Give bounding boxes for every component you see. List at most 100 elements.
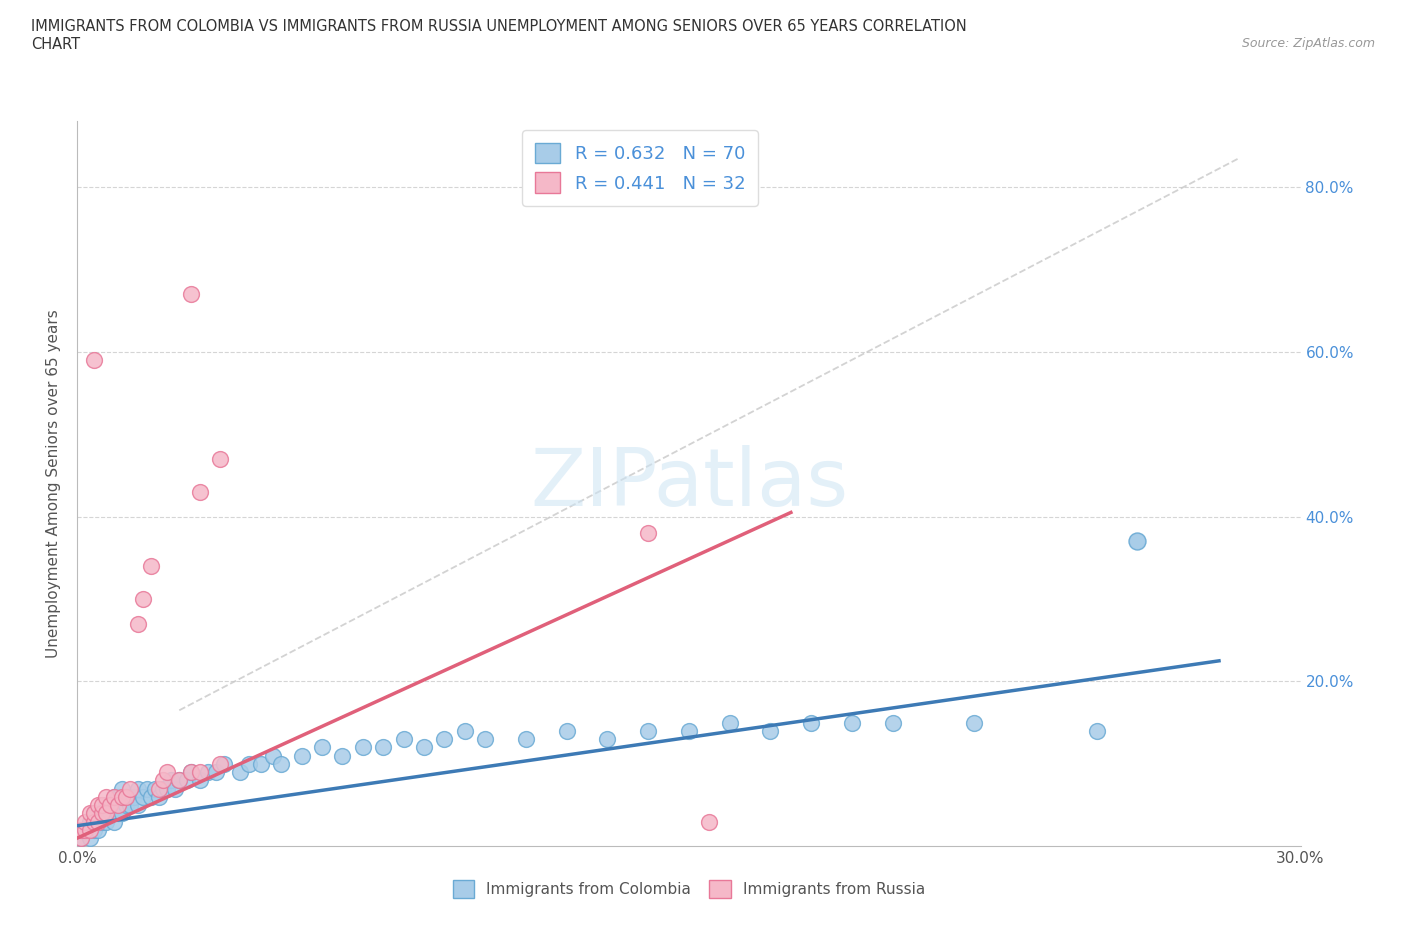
Point (454, 724, 477, 738)
Point (555, 724, 578, 738)
Text: CHART: CHART (31, 37, 80, 52)
Point (111, 781, 134, 796)
Point (98, 798, 121, 813)
Point (139, 559, 162, 574)
Point (124, 790, 146, 804)
Point (83, 822, 105, 837)
Point (180, 764, 202, 779)
Text: Source: ZipAtlas.com: Source: ZipAtlas.com (1241, 37, 1375, 50)
Point (70, 830, 93, 845)
Point (90, 814, 112, 829)
Point (637, 724, 659, 738)
Point (79, 814, 101, 829)
Point (143, 781, 166, 796)
Point (128, 617, 150, 631)
Point (79, 806, 101, 821)
Point (90, 806, 112, 821)
Point (131, 591, 153, 606)
Point (678, 724, 700, 738)
Point (332, 748, 354, 763)
Point (90, 806, 112, 821)
Point (270, 756, 292, 771)
Point (515, 732, 537, 747)
Point (87, 814, 110, 829)
Y-axis label: Unemployment Among Seniors over 65 years: Unemployment Among Seniors over 65 years (46, 309, 62, 658)
Point (103, 790, 125, 804)
Point (474, 732, 496, 747)
Point (165, 781, 187, 796)
Point (596, 732, 619, 747)
Point (291, 748, 314, 763)
Point (120, 798, 142, 813)
Point (107, 790, 129, 804)
Point (1126, 534, 1149, 549)
Point (83, 814, 105, 829)
Point (841, 715, 863, 730)
Point (176, 773, 198, 788)
Point (83, 806, 105, 821)
Point (111, 806, 134, 821)
Point (120, 781, 142, 796)
Point (371, 740, 394, 755)
Point (759, 724, 782, 738)
Point (699, 814, 721, 829)
Point (107, 798, 129, 813)
Point (131, 790, 153, 804)
Point (111, 790, 134, 804)
Point (352, 740, 374, 755)
Point (180, 286, 202, 301)
Point (70, 822, 93, 837)
Point (963, 715, 986, 730)
Point (188, 773, 211, 788)
Point (135, 781, 157, 796)
Point (75, 814, 97, 829)
Point (212, 756, 235, 771)
Legend: Immigrants from Colombia, Immigrants from Russia: Immigrants from Colombia, Immigrants fro… (447, 874, 931, 904)
Point (262, 748, 284, 763)
Point (87, 814, 110, 829)
Point (311, 740, 333, 755)
Point (205, 764, 228, 779)
Point (98, 798, 121, 813)
Point (94, 798, 117, 813)
Point (882, 715, 904, 730)
Point (1126, 534, 1149, 549)
Point (87, 822, 110, 837)
Point (209, 451, 232, 466)
Point (148, 781, 170, 796)
Point (238, 756, 260, 771)
Point (718, 715, 741, 730)
Point (115, 790, 138, 804)
Text: ZIPatlas: ZIPatlas (530, 445, 848, 523)
Point (115, 798, 138, 813)
Point (169, 773, 191, 788)
Point (107, 806, 129, 821)
Point (98, 806, 121, 821)
Point (75, 822, 97, 837)
Point (87, 798, 110, 813)
Point (1085, 724, 1108, 738)
Point (128, 798, 150, 813)
Point (79, 822, 101, 837)
Point (250, 756, 273, 771)
Point (156, 764, 179, 779)
Text: IMMIGRANTS FROM COLOMBIA VS IMMIGRANTS FROM RUSSIA UNEMPLOYMENT AMONG SENIORS OV: IMMIGRANTS FROM COLOMBIA VS IMMIGRANTS F… (31, 19, 967, 33)
Point (83, 806, 105, 821)
Point (209, 756, 232, 771)
Point (413, 740, 436, 755)
Point (128, 781, 150, 796)
Point (433, 732, 456, 747)
Point (103, 790, 125, 804)
Point (180, 764, 202, 779)
Point (103, 814, 125, 829)
Point (637, 525, 659, 540)
Point (152, 781, 174, 796)
Point (169, 773, 191, 788)
Point (115, 790, 138, 804)
Point (160, 773, 183, 788)
Point (229, 764, 252, 779)
Point (148, 790, 170, 804)
Point (152, 773, 174, 788)
Point (70, 830, 93, 845)
Point (188, 764, 211, 779)
